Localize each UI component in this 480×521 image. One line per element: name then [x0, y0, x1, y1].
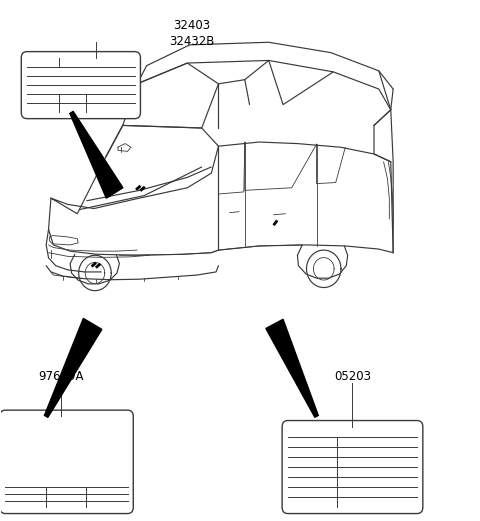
Polygon shape — [70, 111, 123, 198]
FancyBboxPatch shape — [282, 420, 423, 514]
FancyBboxPatch shape — [21, 52, 141, 119]
Polygon shape — [266, 319, 318, 417]
Text: 97699A: 97699A — [38, 369, 83, 382]
Text: 05203: 05203 — [334, 369, 371, 382]
FancyBboxPatch shape — [0, 410, 133, 514]
Text: 32403
32432B: 32403 32432B — [169, 19, 215, 48]
Polygon shape — [45, 318, 102, 417]
